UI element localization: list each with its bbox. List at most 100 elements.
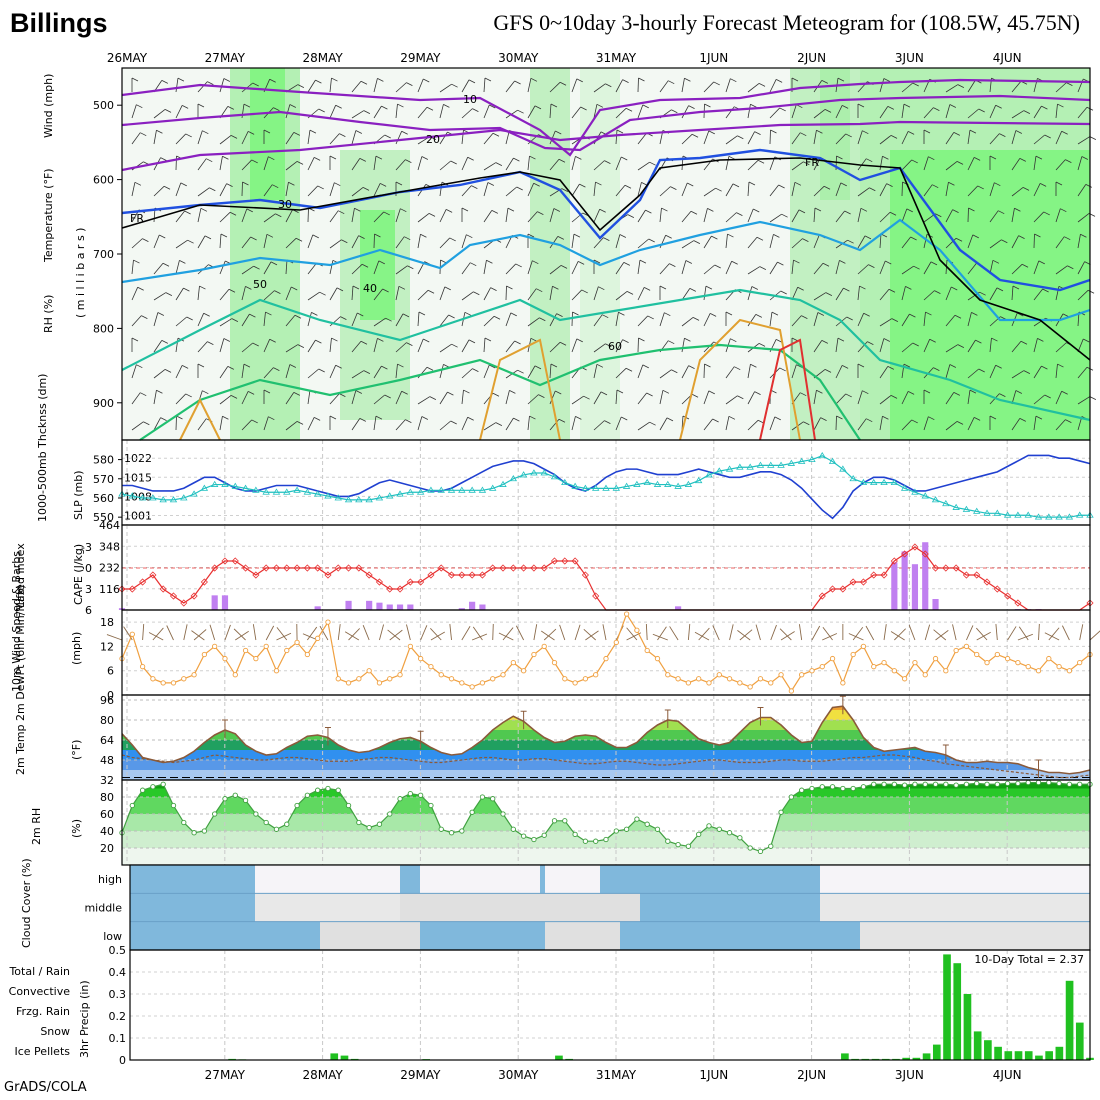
wind-barb bbox=[483, 78, 486, 93]
wind-barb bbox=[219, 260, 226, 275]
wind-barb bbox=[285, 132, 295, 145]
wind-barb bbox=[175, 365, 183, 379]
precip-panel-frame bbox=[129, 949, 1091, 1061]
wind-barb-flag bbox=[395, 181, 403, 186]
wind-barb-flag bbox=[704, 363, 711, 368]
temp-tick-label: 96 bbox=[100, 694, 114, 707]
thickness-tick-label: 560 bbox=[93, 492, 114, 505]
wind-barb-flag bbox=[953, 132, 961, 136]
wind-barb bbox=[197, 235, 206, 249]
rh2m-point bbox=[871, 781, 877, 787]
wind-barb-flag bbox=[423, 338, 430, 343]
wind-barb bbox=[395, 208, 401, 223]
wind-barb bbox=[791, 209, 800, 223]
wind-barb-flag bbox=[473, 291, 480, 296]
cloud-clear-patch bbox=[820, 865, 1090, 894]
thickness-point bbox=[396, 490, 404, 497]
lifted-index-point bbox=[550, 557, 559, 565]
precip-bar bbox=[953, 963, 962, 1060]
thickness-point bbox=[200, 484, 209, 491]
wind-barb-flag bbox=[837, 337, 845, 342]
wind-barb bbox=[637, 364, 644, 379]
wind-barb bbox=[549, 286, 553, 301]
wind-barb bbox=[527, 288, 537, 301]
lifted-index-point bbox=[283, 564, 291, 572]
thickness-point bbox=[334, 494, 342, 501]
wind-barb-flag bbox=[463, 389, 470, 394]
thickness-point bbox=[787, 459, 796, 466]
cape-bar bbox=[407, 604, 414, 610]
wind-barb bbox=[637, 132, 647, 145]
wind-barb bbox=[967, 234, 974, 249]
wind-barb-flag bbox=[265, 311, 272, 316]
wind-barb bbox=[571, 395, 584, 405]
wind-barb-flag bbox=[577, 261, 585, 265]
rh2m-point bbox=[273, 826, 280, 832]
wind-speed-series bbox=[121, 612, 1091, 693]
thickness-point bbox=[1075, 511, 1084, 518]
wind-speed-point bbox=[840, 680, 846, 686]
thickness-point bbox=[736, 463, 744, 470]
wind-speed-point bbox=[315, 635, 321, 641]
wind-barb-flag bbox=[906, 208, 913, 213]
lifted-index-point bbox=[252, 571, 260, 579]
wind-barb-flag bbox=[691, 133, 699, 138]
wind-barb bbox=[241, 208, 248, 223]
lifted-index-tick-label: 3 bbox=[85, 583, 92, 596]
wind-barb-flag bbox=[159, 234, 166, 239]
wind-barb-flag bbox=[340, 316, 347, 320]
wind-barb-flag bbox=[156, 129, 163, 134]
wind-barb-flag bbox=[647, 315, 654, 320]
wind-barb-flag bbox=[642, 104, 649, 109]
wind-barb-flag bbox=[728, 155, 736, 160]
wind-barb-flag bbox=[572, 311, 579, 316]
thickness-point bbox=[427, 486, 435, 493]
wind-barb-flag bbox=[1055, 181, 1063, 186]
wind-barb bbox=[923, 290, 935, 301]
wind-barb-flag bbox=[923, 389, 931, 394]
wind-barb-flag bbox=[751, 286, 759, 290]
wind-barb-flag bbox=[624, 184, 632, 189]
wind-barb-flag bbox=[272, 184, 279, 189]
wind-barb bbox=[395, 313, 404, 327]
slp-tick-label: 1022 bbox=[124, 452, 152, 465]
wind-barb bbox=[1055, 131, 1063, 145]
wind-barb bbox=[549, 208, 555, 223]
rh2m-point bbox=[726, 830, 733, 836]
wind-barb-flag bbox=[862, 130, 869, 135]
wind-barb bbox=[1055, 364, 1058, 379]
wind-barb-10m bbox=[276, 627, 288, 641]
cape-bar bbox=[366, 600, 373, 610]
wind-barb-flag bbox=[341, 239, 348, 244]
rh2m-point bbox=[1025, 779, 1031, 786]
rh2m-point bbox=[840, 785, 846, 792]
wind-barb-flag bbox=[381, 105, 388, 110]
wind-barb bbox=[285, 104, 291, 119]
wind-barb-flag bbox=[593, 259, 601, 264]
rh2m-point bbox=[376, 821, 383, 827]
cloud-clear-patch bbox=[545, 921, 620, 950]
wind-barb-flag bbox=[803, 421, 810, 426]
wind-speed-point bbox=[778, 672, 784, 678]
wind-barb bbox=[505, 417, 514, 431]
wind-barb bbox=[989, 105, 997, 119]
wind-barb bbox=[725, 416, 730, 431]
thickness-point bbox=[622, 482, 631, 489]
rh-band bbox=[122, 797, 1090, 814]
date-label-top: 2JUN bbox=[797, 51, 826, 65]
wind-barb-flag bbox=[836, 155, 843, 160]
wind-barb-10m bbox=[224, 624, 231, 641]
rh2m-point bbox=[675, 841, 681, 848]
lifted-index-point bbox=[262, 564, 270, 572]
precip-axis-label: 3hr Precip (in) bbox=[78, 980, 91, 1058]
wind-speed-point bbox=[603, 655, 609, 662]
wind-barb-flag bbox=[230, 395, 238, 399]
wind-barb bbox=[637, 209, 646, 223]
wind-speed-point bbox=[191, 672, 197, 678]
chart-title: GFS 0~10day 3-hourly Forecast Meteogram … bbox=[493, 10, 1080, 35]
wind-barb-flag bbox=[492, 132, 500, 137]
lifted-index-point bbox=[211, 564, 219, 572]
wind-barb bbox=[549, 81, 561, 93]
wind-barb-flag bbox=[529, 155, 536, 160]
freezing-label: FR bbox=[805, 156, 819, 169]
